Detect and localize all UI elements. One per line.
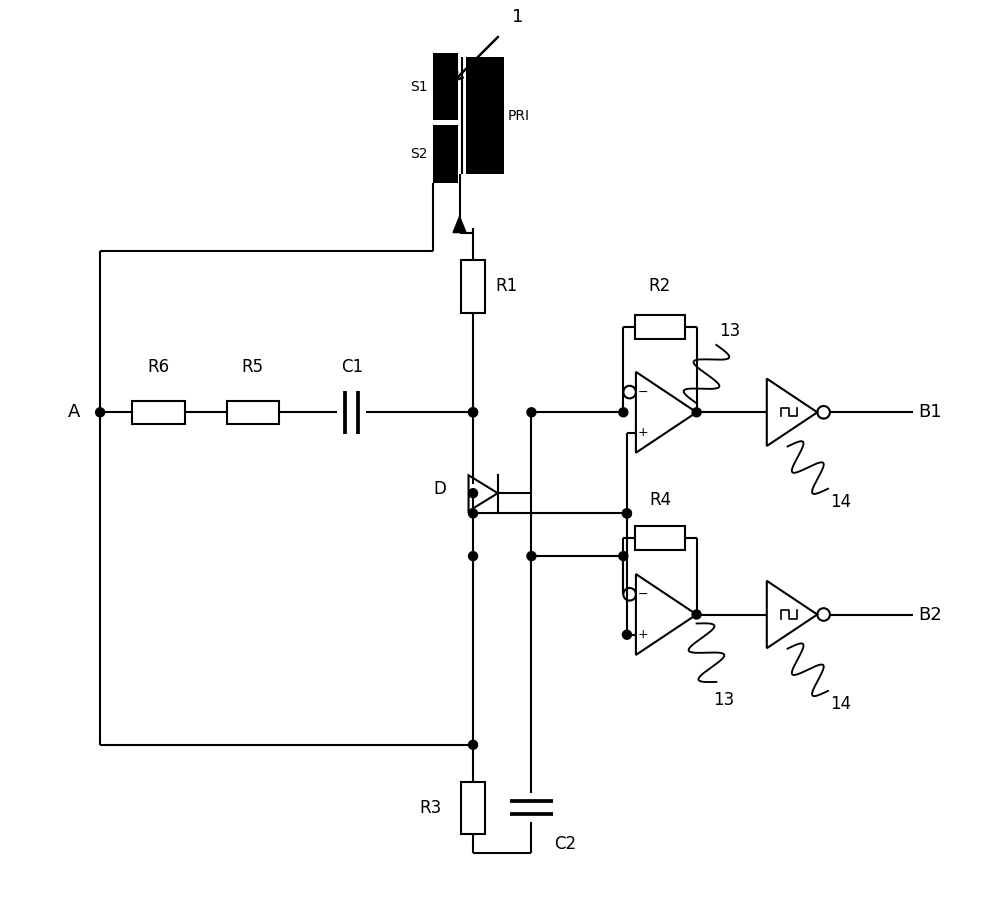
Polygon shape [453,217,466,232]
Circle shape [469,740,478,749]
Text: −: − [638,386,648,398]
Circle shape [622,509,631,518]
Bar [461,261,485,312]
Text: R6: R6 [147,358,170,376]
Bar [466,57,504,174]
Text: R3: R3 [419,799,442,817]
Bar [635,526,685,550]
Circle shape [469,408,478,417]
Circle shape [527,552,536,561]
Text: 13: 13 [719,322,740,341]
Circle shape [469,488,478,498]
Text: B1: B1 [918,403,941,421]
Circle shape [469,552,478,561]
Text: D: D [433,480,446,498]
Text: A: A [68,403,80,421]
Circle shape [619,552,628,561]
Circle shape [692,408,701,417]
Text: +: + [638,628,648,641]
Circle shape [622,509,631,518]
Text: R2: R2 [649,277,671,296]
Circle shape [692,610,701,619]
Bar [635,315,685,339]
Text: R4: R4 [649,491,671,509]
Circle shape [469,509,478,518]
Text: 14: 14 [830,695,851,713]
Text: S2: S2 [411,147,428,161]
Bar [132,400,185,424]
Bar [433,125,458,184]
Text: PRI: PRI [508,108,530,123]
Text: B2: B2 [918,606,942,623]
Bar [461,781,485,834]
Circle shape [469,408,478,417]
Circle shape [619,408,628,417]
Circle shape [622,631,631,639]
Bar [433,53,458,120]
Text: R5: R5 [242,358,264,376]
Circle shape [96,408,105,417]
Text: −: − [638,588,648,600]
Bar [227,400,279,424]
Text: 14: 14 [830,493,851,511]
Text: S1: S1 [410,80,428,94]
Text: +: + [638,426,648,439]
Text: C2: C2 [554,834,576,853]
Circle shape [527,408,536,417]
Text: 13: 13 [713,691,734,709]
Text: C1: C1 [341,358,363,376]
Text: 1: 1 [512,8,524,26]
Text: R1: R1 [496,277,518,296]
